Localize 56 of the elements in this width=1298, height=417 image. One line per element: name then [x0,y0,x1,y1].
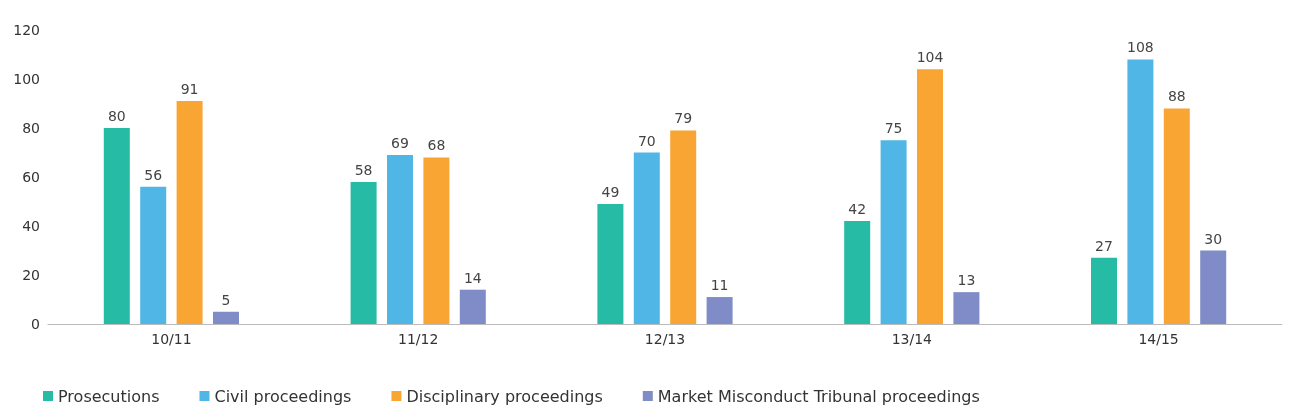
bar [459,289,486,324]
data-label: 30 [1204,230,1223,247]
y-tick-label: 40 [22,218,40,234]
y-tick-label: 120 [13,22,40,38]
bar [633,152,660,324]
data-label: 104 [916,49,944,66]
bar [350,181,377,324]
bar [1200,250,1227,324]
y-tick-label: 60 [22,169,40,185]
bar [176,101,203,324]
data-label: 88 [1167,88,1186,105]
bar [423,157,450,324]
data-label: 14 [463,269,482,286]
bar [953,292,980,324]
legend-label: Civil proceedings [214,386,352,406]
bar [387,154,413,324]
data-label: 11 [710,277,729,294]
data-label: 69 [391,134,409,151]
data-label: 27 [1095,237,1113,254]
data-label: 56 [144,166,163,183]
data-label: 70 [637,132,656,149]
bar [844,221,871,324]
legend-label: Market Misconduct Tribunal proceedings [657,386,980,406]
x-tick-label: 10/11 [151,331,192,347]
bar [103,128,130,324]
data-label: 108 [1127,39,1154,56]
x-tick-label: 12/13 [644,331,686,347]
data-label: 68 [427,137,446,154]
bar [1163,108,1190,324]
data-label: 58 [354,161,373,178]
bar [880,140,907,324]
y-tick-label: 100 [13,71,40,87]
bar [140,186,167,324]
data-label: 79 [674,110,693,127]
data-label: 49 [601,183,620,200]
bar [1127,59,1154,324]
legend-label: Prosecutions [58,386,160,406]
bar [213,311,239,324]
x-tick-label: 14/15 [1138,331,1179,347]
bar [706,297,733,324]
x-tick-label: 11/12 [398,331,439,347]
data-label: 75 [884,120,903,137]
bar [597,203,624,324]
y-tick-label: 20 [22,267,40,283]
x-tick-label: 13/14 [891,331,933,347]
data-label: 91 [180,81,199,98]
y-tick-label: 80 [22,120,40,136]
data-label: 80 [107,108,126,124]
bar [917,69,943,324]
data-label: 5 [221,291,231,308]
y-tick-label: 0 [31,316,40,332]
bar [1091,257,1117,324]
data-label: 13 [957,272,976,289]
legend-label: Disciplinary proceedings [406,386,603,406]
data-label: 42 [848,201,867,218]
bar [670,130,697,324]
